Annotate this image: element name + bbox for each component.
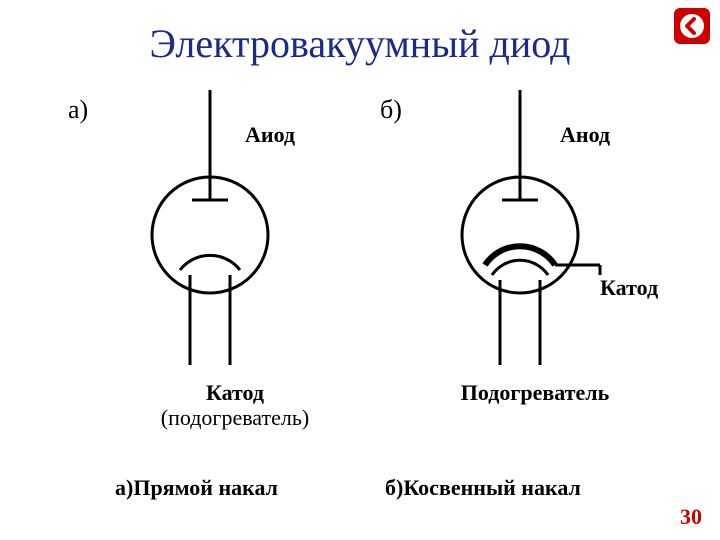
- anode-label-b: Анод: [560, 122, 610, 148]
- page-number: 30: [680, 504, 702, 530]
- figure-area: а) б) Аиод Катод (подогреватель): [60, 80, 680, 460]
- heater-label-b: Подогреватель: [435, 380, 635, 406]
- anode-label-a: Аиод: [245, 122, 295, 148]
- cathode-sub-a: (подогреватель): [135, 405, 335, 431]
- marker-a: а): [68, 95, 88, 125]
- cathode-label-a: Катод: [175, 380, 295, 406]
- cathode-label-b: Катод: [600, 275, 658, 301]
- caption-a: а)Прямой накал: [115, 475, 278, 501]
- caption-b: б)Косвенный накал: [385, 475, 581, 501]
- page-title: Электровакуумный диод: [0, 20, 720, 67]
- marker-b: б): [380, 95, 402, 125]
